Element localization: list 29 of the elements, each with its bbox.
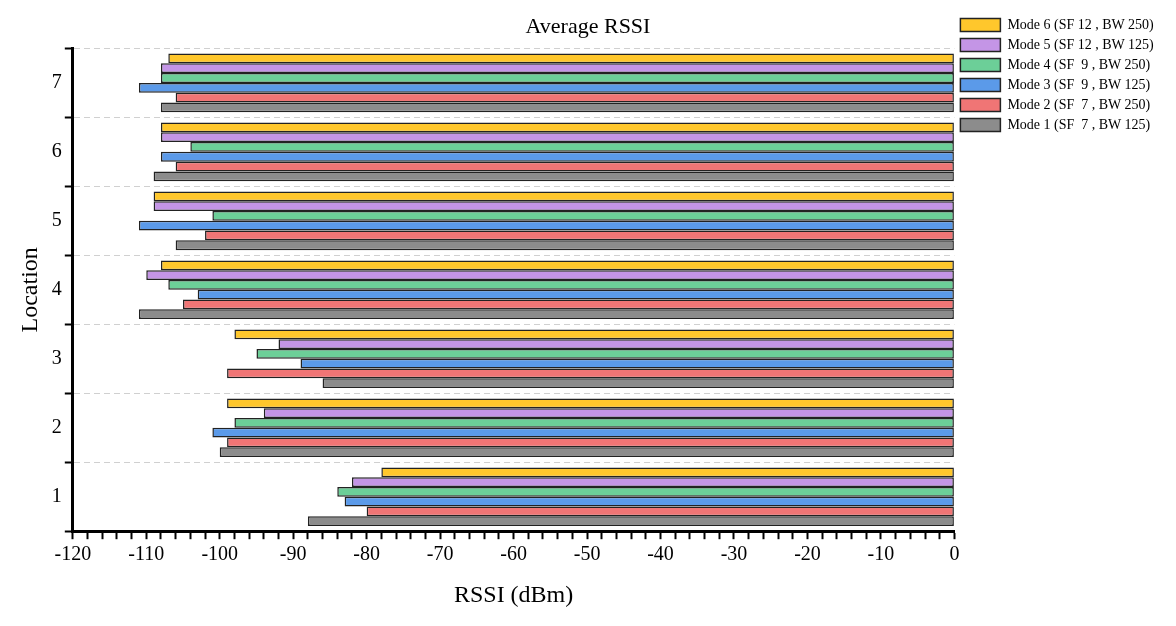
y-tick-label: 2 [51,414,62,437]
x-tick-label: -40 [647,542,674,565]
x-tick-label: -120 [54,542,92,565]
y-tick-label: 3 [51,346,62,369]
x-tick-label: -70 [426,542,454,565]
y-tick-label: 1 [51,483,62,506]
x-tick-label: -60 [500,542,527,565]
legend-label: Mode 4 (SF 9 , BW 250) [1007,56,1151,73]
x-tick-label: -110 [128,542,165,565]
y-tick-label: 5 [51,208,62,231]
y-tick-label: 6 [51,139,62,162]
x-tick-label: -90 [279,542,307,565]
x-tick-label: 0 [949,542,960,565]
x-tick-label: -80 [353,542,380,565]
y-axis-title: Location [15,247,42,333]
x-tick-label: -50 [573,542,601,565]
legend-label: Mode 6 (SF 12 , BW 250) [1007,16,1155,33]
legend-label: Mode 2 (SF 7 , BW 250) [1007,96,1151,113]
chart-title: Average RSSI [525,12,651,38]
legend-label: Mode 5 (SF 12 , BW 125) [1007,36,1155,53]
x-tick-label: -20 [794,542,821,565]
x-tick-label: -30 [720,542,748,565]
x-tick-label: -100 [201,542,239,565]
legend-label: Mode 3 (SF 9 , BW 125) [1007,76,1151,93]
y-tick-label: 4 [51,277,62,300]
legend-label: Mode 1 (SF 7 , BW 125) [1007,116,1151,133]
y-tick-label: 7 [51,70,62,93]
x-tick-label: -10 [867,542,895,565]
x-axis-title: RSSI (dBm) [453,580,574,607]
